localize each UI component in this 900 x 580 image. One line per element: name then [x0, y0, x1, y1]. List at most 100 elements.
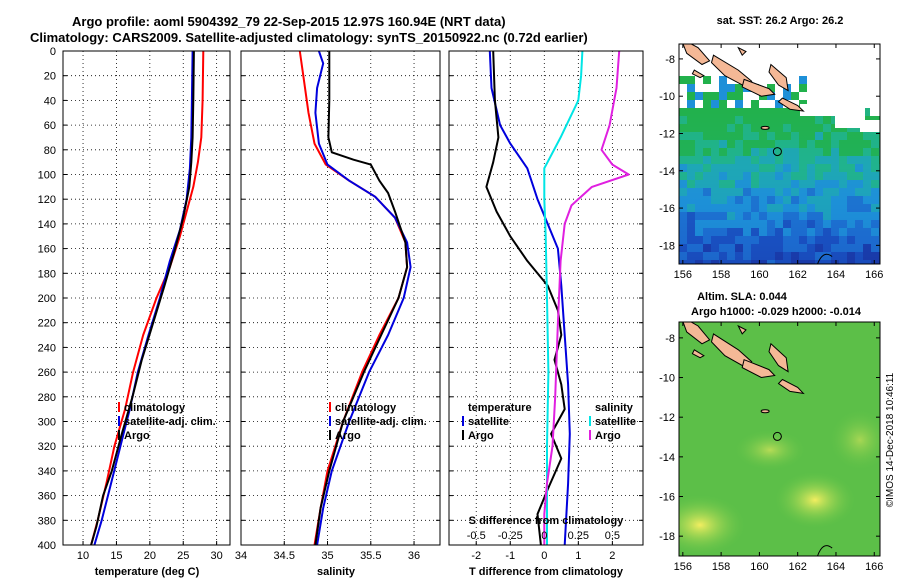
- sst-cell: [743, 260, 751, 264]
- sst-cell: [687, 84, 695, 92]
- sst-cell: [719, 236, 727, 244]
- sst-cell: [799, 148, 807, 156]
- sst-cell: [823, 196, 831, 204]
- sst-cell: [687, 228, 695, 236]
- sst-cell: [743, 212, 751, 220]
- sst-cell: [687, 124, 695, 132]
- sst-cell: [799, 188, 807, 196]
- map-y-tick-label: -12: [659, 128, 675, 140]
- sst-cell: [775, 188, 783, 196]
- sst-cell: [727, 204, 735, 212]
- sst-cell: [727, 164, 735, 172]
- sst-cloud-gap: [800, 104, 840, 116]
- island: [691, 69, 705, 79]
- map-x-tick-label: 156: [674, 269, 692, 281]
- sst-cell: [871, 140, 879, 148]
- sst-cell: [703, 76, 711, 84]
- sst-cell: [855, 252, 863, 260]
- legend-label-s-argo: Argo: [595, 430, 621, 442]
- sst-cell: [823, 148, 831, 156]
- sst-cell: [823, 188, 831, 196]
- sst-cell: [751, 172, 759, 180]
- sst-cell: [687, 92, 695, 100]
- sst-cell: [719, 108, 727, 116]
- sla-high-4: [830, 410, 880, 470]
- sst-cell: [783, 124, 791, 132]
- sst-cell: [711, 204, 719, 212]
- sst-cell: [687, 236, 695, 244]
- sst-cell: [815, 212, 823, 220]
- sst-cell: [703, 100, 711, 108]
- sst-cell: [727, 252, 735, 260]
- sst-cell: [687, 76, 695, 84]
- sst-cell: [815, 124, 823, 132]
- sst-cell: [751, 196, 759, 204]
- sst-cell: [719, 92, 727, 100]
- sst-cell: [735, 164, 743, 172]
- sst-cell: [719, 148, 727, 156]
- sst-cell: [839, 188, 847, 196]
- sst-cell: [847, 156, 855, 164]
- sst-cell: [839, 252, 847, 260]
- sst-cell: [815, 180, 823, 188]
- sst-cell: [871, 204, 879, 212]
- top-x-tick-label: 0.25: [568, 530, 589, 542]
- sst-cell: [767, 220, 775, 228]
- sla-map-title-2: Argo h1000: -0.029 h2000: -0.014: [691, 306, 862, 318]
- sst-cell: [791, 252, 799, 260]
- sst-cell: [679, 108, 687, 116]
- sst-cell: [687, 180, 695, 188]
- depth-tick-label: 360: [38, 491, 56, 503]
- sst-cell: [775, 148, 783, 156]
- sst-cell: [719, 156, 727, 164]
- sst-cell: [831, 164, 839, 172]
- sst-cell: [719, 132, 727, 140]
- island: [682, 322, 711, 345]
- sst-cell: [679, 196, 687, 204]
- sst-cell: [815, 204, 823, 212]
- sst-cell: [751, 204, 759, 212]
- sst-cell: [807, 116, 815, 124]
- sst-cell: [751, 156, 759, 164]
- sst-cell: [735, 196, 743, 204]
- sst-cell: [775, 204, 783, 212]
- sst-cell: [743, 172, 751, 180]
- sst-cell: [823, 140, 831, 148]
- sla-map: Altim. SLA: 0.044 Argo h1000: -0.029 h20…: [659, 291, 883, 573]
- sst-cell: [807, 164, 815, 172]
- sst-cell: [839, 140, 847, 148]
- sst-cell: [687, 148, 695, 156]
- sst-map-frame: [678, 43, 881, 265]
- sst-cell: [855, 244, 863, 252]
- sst-cell: [815, 188, 823, 196]
- sst-cell: [831, 180, 839, 188]
- map-y-tick-label: -18: [659, 240, 675, 252]
- sst-cell: [743, 220, 751, 228]
- sst-cell: [807, 148, 815, 156]
- sst-cell: [695, 124, 703, 132]
- sst-cell: [767, 164, 775, 172]
- sst-cell: [735, 148, 743, 156]
- sst-cell: [767, 260, 775, 264]
- sst-cell: [751, 108, 759, 116]
- sst-cell: [799, 124, 807, 132]
- sst-cell: [799, 252, 807, 260]
- sst-cell: [727, 236, 735, 244]
- sst-cell: [719, 228, 727, 236]
- sst-cell: [815, 140, 823, 148]
- sst-cell: [783, 92, 791, 100]
- sst-cell: [847, 180, 855, 188]
- sst-cell: [863, 220, 871, 228]
- x-tick-label: 1: [575, 550, 581, 562]
- sst-cell: [719, 196, 727, 204]
- sst-cell: [863, 180, 871, 188]
- sst-cell: [767, 140, 775, 148]
- island: [760, 125, 770, 130]
- sst-cell: [759, 252, 767, 260]
- sst-cell: [823, 132, 831, 140]
- sst-cell: [815, 148, 823, 156]
- series-line-s-satellite: [543, 51, 584, 545]
- sst-cell: [831, 148, 839, 156]
- sst-cell: [679, 132, 687, 140]
- legend-label-t-argo: Argo: [468, 430, 494, 442]
